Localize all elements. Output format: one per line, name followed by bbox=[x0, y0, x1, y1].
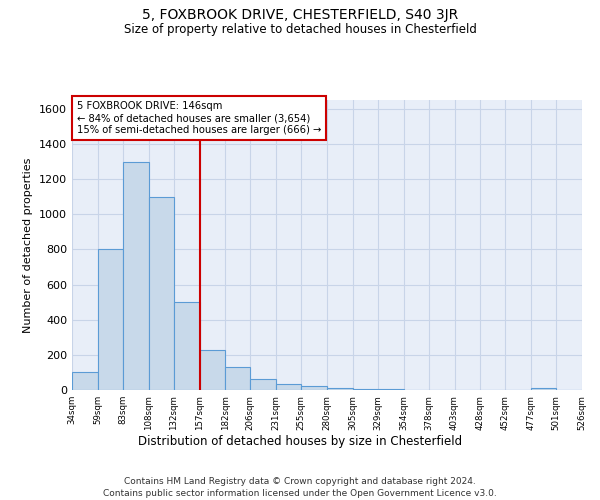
Bar bbox=[149, 196, 173, 390]
Bar bbox=[301, 386, 327, 390]
Text: Distribution of detached houses by size in Chesterfield: Distribution of detached houses by size … bbox=[138, 435, 462, 448]
Bar bbox=[72, 372, 98, 390]
Y-axis label: Number of detached properties: Number of detached properties bbox=[23, 158, 34, 332]
Bar bbox=[123, 162, 149, 390]
Text: 5 FOXBROOK DRIVE: 146sqm
← 84% of detached houses are smaller (3,654)
15% of sem: 5 FOXBROOK DRIVE: 146sqm ← 84% of detach… bbox=[77, 102, 322, 134]
Text: 5, FOXBROOK DRIVE, CHESTERFIELD, S40 3JR: 5, FOXBROOK DRIVE, CHESTERFIELD, S40 3JR bbox=[142, 8, 458, 22]
Text: Size of property relative to detached houses in Chesterfield: Size of property relative to detached ho… bbox=[124, 22, 476, 36]
Bar bbox=[199, 350, 226, 390]
Bar bbox=[98, 250, 123, 390]
Bar bbox=[276, 384, 301, 390]
Bar bbox=[250, 378, 276, 390]
Text: Contains HM Land Registry data © Crown copyright and database right 2024.: Contains HM Land Registry data © Crown c… bbox=[124, 478, 476, 486]
Bar bbox=[353, 389, 378, 390]
Bar bbox=[531, 388, 556, 390]
Text: Contains public sector information licensed under the Open Government Licence v3: Contains public sector information licen… bbox=[103, 489, 497, 498]
Bar bbox=[327, 388, 353, 390]
Bar bbox=[226, 367, 250, 390]
Bar bbox=[173, 302, 199, 390]
